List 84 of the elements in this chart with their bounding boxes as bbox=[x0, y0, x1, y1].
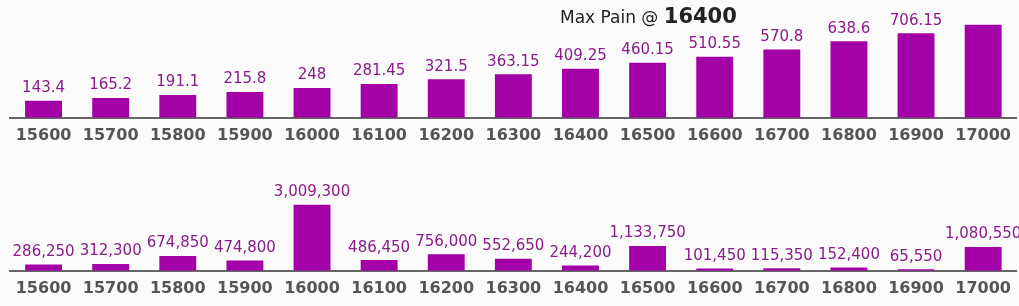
bar bbox=[964, 247, 1002, 271]
bar bbox=[562, 265, 599, 271]
data-label: 3,009,300 bbox=[273, 182, 351, 201]
bar bbox=[897, 33, 935, 118]
data-label: 115,350 bbox=[750, 245, 813, 264]
x-tick-label: 16500 bbox=[619, 277, 676, 297]
data-label: 215.8 bbox=[223, 69, 267, 88]
bar bbox=[830, 267, 868, 271]
bar bbox=[226, 260, 264, 271]
data-label: 486,450 bbox=[348, 237, 411, 256]
data-label: 312,300 bbox=[79, 241, 142, 260]
data-label: 706.15 bbox=[889, 10, 943, 29]
bar bbox=[427, 79, 465, 118]
data-label: 552,650 bbox=[482, 236, 545, 255]
bar bbox=[696, 56, 734, 118]
data-label: 286,250 bbox=[12, 241, 75, 260]
data-label: 244,200 bbox=[549, 242, 612, 261]
x-tick-label: 16100 bbox=[351, 277, 407, 297]
bar bbox=[293, 88, 331, 118]
x-tick-label: 16800 bbox=[821, 277, 877, 297]
x-tick-label: 16800 bbox=[821, 124, 877, 144]
x-tick-label: 16900 bbox=[888, 277, 944, 297]
data-label: 165.2 bbox=[89, 75, 133, 94]
x-tick-label: 15600 bbox=[15, 277, 72, 297]
bar bbox=[763, 49, 801, 118]
bar bbox=[92, 98, 130, 118]
data-label: 460.15 bbox=[621, 40, 674, 59]
data-label: 570.8 bbox=[760, 26, 804, 45]
x-tick-label: 15900 bbox=[217, 124, 273, 144]
x-tick-label: 16300 bbox=[485, 124, 542, 144]
x-tick-label: 16000 bbox=[284, 124, 340, 144]
x-tick-label: 16000 bbox=[284, 277, 340, 297]
bar bbox=[360, 260, 398, 271]
data-label: 65,550 bbox=[889, 246, 943, 265]
x-tick-label: 16700 bbox=[753, 124, 810, 144]
bar bbox=[360, 84, 398, 118]
x-tick-label: 15700 bbox=[82, 124, 139, 144]
bar bbox=[964, 24, 1002, 118]
x-tick-label: 15600 bbox=[15, 124, 72, 144]
x-tick-label: 16100 bbox=[351, 124, 407, 144]
x-tick-label: 15800 bbox=[149, 124, 206, 144]
data-label: 638.6 bbox=[827, 18, 871, 37]
x-tick-label: 15700 bbox=[82, 277, 139, 297]
data-label: 510.55 bbox=[688, 34, 741, 53]
x-tick-label: 17000 bbox=[955, 277, 1011, 297]
x-tick-label: 16200 bbox=[418, 277, 475, 297]
x-tick-label: 16500 bbox=[619, 124, 676, 144]
data-label: 474,800 bbox=[213, 237, 276, 256]
x-tick-label: 16400 bbox=[552, 277, 609, 297]
x-tick-label: 17000 bbox=[955, 124, 1011, 144]
x-tick-label: 16900 bbox=[888, 124, 944, 144]
data-label: 143.4 bbox=[22, 78, 66, 97]
x-tick-label: 16200 bbox=[418, 124, 475, 144]
x-tick-label: 16600 bbox=[686, 124, 743, 144]
bar bbox=[562, 68, 599, 118]
bar bbox=[159, 255, 197, 271]
bar bbox=[226, 91, 264, 118]
data-label: 101,450 bbox=[683, 245, 746, 264]
data-label: 756,000 bbox=[415, 231, 478, 250]
data-label: 152,400 bbox=[817, 244, 880, 263]
bar bbox=[494, 74, 532, 118]
x-tick-label: 16600 bbox=[686, 277, 743, 297]
bar bbox=[494, 258, 532, 271]
bar bbox=[293, 204, 331, 271]
data-label: 321.5 bbox=[424, 56, 468, 75]
bar bbox=[159, 94, 197, 118]
bar bbox=[629, 62, 667, 118]
bar bbox=[427, 254, 465, 271]
bar bbox=[830, 41, 868, 118]
bar bbox=[629, 245, 667, 271]
data-label: 363.15 bbox=[487, 51, 540, 70]
x-tick-label: 15900 bbox=[217, 277, 273, 297]
data-label: 1,133,750 bbox=[609, 223, 686, 242]
data-label: 248 bbox=[297, 65, 327, 84]
x-tick-label: 16400 bbox=[552, 124, 609, 144]
data-label: 281.45 bbox=[352, 61, 406, 80]
chart-title: Max Pain @ 16400 bbox=[560, 4, 737, 28]
x-tick-label: 15800 bbox=[149, 277, 206, 297]
data-label: 409.25 bbox=[554, 46, 607, 65]
x-tick-label: 16300 bbox=[485, 277, 542, 297]
data-label: 191.1 bbox=[156, 72, 200, 91]
data-label: 674,850 bbox=[146, 233, 209, 252]
bar bbox=[25, 100, 63, 118]
x-tick-label: 16700 bbox=[753, 277, 810, 297]
